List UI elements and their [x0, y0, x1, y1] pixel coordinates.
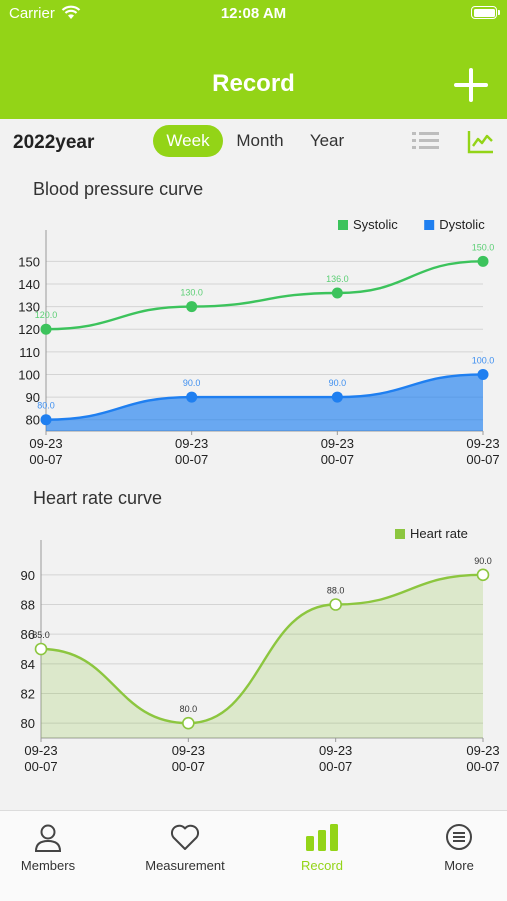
data-label: 80.0 — [180, 704, 198, 714]
x-tick-label: 00-07 — [319, 759, 352, 774]
data-label: 150.0 — [472, 242, 495, 252]
y-tick-label: 90 — [26, 390, 40, 405]
data-point — [40, 323, 52, 335]
header-bar: Carrier 12:08 AM Record — [0, 0, 507, 119]
legend-label: Dystolic — [439, 217, 485, 232]
legend-swatch — [395, 529, 405, 539]
x-tick-label: 09-23 — [29, 436, 62, 451]
series-line — [40, 573, 484, 725]
x-tick-label: 09-23 — [24, 743, 57, 758]
x-tick-label: 09-23 — [172, 743, 205, 758]
battery-icon — [471, 6, 500, 19]
wifi-icon — [61, 5, 81, 25]
x-tick-label: 00-07 — [29, 452, 62, 467]
data-label: 100.0 — [472, 355, 495, 365]
y-tick-label: 140 — [18, 277, 40, 292]
data-label: 90.0 — [329, 378, 347, 388]
y-tick-label: 130 — [18, 300, 40, 315]
carrier-label: Carrier — [9, 5, 55, 22]
x-tick-label: 09-23 — [175, 436, 208, 451]
heart-rate-title: Heart rate curve — [33, 488, 163, 508]
y-tick-label: 84 — [21, 657, 35, 672]
blood-pressure-chart: 809010011012013014015009-2300-0709-2300-… — [18, 217, 499, 467]
page-title: Record — [212, 70, 295, 97]
data-point — [182, 716, 195, 730]
tab-more-label: More — [444, 858, 474, 873]
data-point — [331, 287, 343, 299]
heart-icon — [122, 823, 248, 856]
data-point — [186, 391, 198, 403]
y-tick-label: 150 — [18, 254, 40, 269]
x-tick-label: 00-07 — [175, 452, 208, 467]
y-tick-label: 88 — [21, 598, 35, 613]
data-label: 136.0 — [326, 274, 349, 284]
x-tick-label: 09-23 — [466, 743, 499, 758]
x-tick-label: 00-07 — [466, 452, 499, 467]
y-tick-label: 100 — [18, 367, 40, 382]
x-tick-label: 00-07 — [321, 452, 354, 467]
y-tick-label: 80 — [21, 716, 35, 731]
tab-members[interactable]: Members — [0, 811, 111, 883]
data-point — [477, 255, 489, 267]
data-point — [329, 598, 342, 611]
bar-chart-icon — [259, 823, 385, 856]
data-label: 88.0 — [327, 586, 345, 596]
legend-swatch — [424, 220, 435, 230]
legend-label: Heart rate — [410, 526, 468, 541]
x-tick-label: 09-23 — [321, 436, 354, 451]
tab-measurement-label: Measurement — [145, 858, 225, 873]
y-tick-label: 86 — [21, 627, 35, 642]
tab-year[interactable]: Year — [309, 131, 345, 150]
year-label[interactable]: 2022year — [13, 132, 95, 153]
tab-measurement[interactable]: Measurement — [122, 811, 248, 883]
tab-members-label: Members — [20, 858, 76, 873]
tab-month[interactable]: Month — [236, 131, 284, 150]
x-tick-label: 00-07 — [172, 759, 205, 774]
legend-label: Systolic — [353, 217, 398, 232]
chart-view-icon[interactable] — [467, 129, 495, 160]
legend-swatch — [338, 220, 348, 230]
data-point — [331, 391, 343, 403]
series-line — [45, 373, 484, 421]
data-label: 90.0 — [474, 556, 492, 566]
series-line — [45, 260, 484, 331]
list-view-icon[interactable] — [411, 129, 441, 158]
data-label: 130.0 — [180, 288, 203, 298]
add-record-button[interactable] — [452, 66, 490, 104]
data-label: 80.0 — [37, 401, 55, 411]
clock: 12:08 AM — [220, 5, 287, 22]
data-point — [477, 368, 489, 380]
bottom-tab-bar: Members Measurement Record — [0, 810, 507, 901]
data-point — [40, 414, 52, 426]
data-label: 90.0 — [183, 378, 201, 388]
status-bar: Carrier 12:08 AM — [0, 0, 507, 28]
tab-more[interactable]: More — [396, 811, 507, 883]
x-tick-label: 09-23 — [466, 436, 499, 451]
data-label: 85.0 — [32, 630, 50, 640]
menu-circle-icon — [396, 823, 507, 856]
data-point — [476, 568, 490, 582]
x-tick-label: 00-07 — [466, 759, 499, 774]
y-tick-label: 90 — [21, 568, 35, 583]
y-tick-label: 120 — [18, 322, 40, 337]
y-tick-label: 80 — [26, 413, 40, 428]
series-area — [46, 374, 483, 431]
x-tick-label: 00-07 — [24, 759, 57, 774]
data-label: 120.0 — [35, 310, 58, 320]
y-tick-label: 110 — [19, 345, 40, 360]
data-point — [34, 642, 48, 656]
tab-week[interactable]: Week — [153, 125, 223, 157]
tab-record[interactable]: Record — [259, 811, 385, 883]
tab-record-label: Record — [301, 858, 343, 873]
x-tick-label: 09-23 — [319, 743, 352, 758]
period-toolbar: 2022year Week Month Year — [0, 119, 507, 167]
series-area — [41, 574, 483, 738]
person-icon — [0, 823, 111, 858]
data-point — [186, 301, 198, 313]
blood-pressure-title: Blood pressure curve — [33, 179, 204, 199]
y-tick-label: 82 — [21, 687, 35, 702]
heart-rate-chart: 80828486889009-2300-0709-2300-0709-2300-… — [21, 526, 500, 774]
